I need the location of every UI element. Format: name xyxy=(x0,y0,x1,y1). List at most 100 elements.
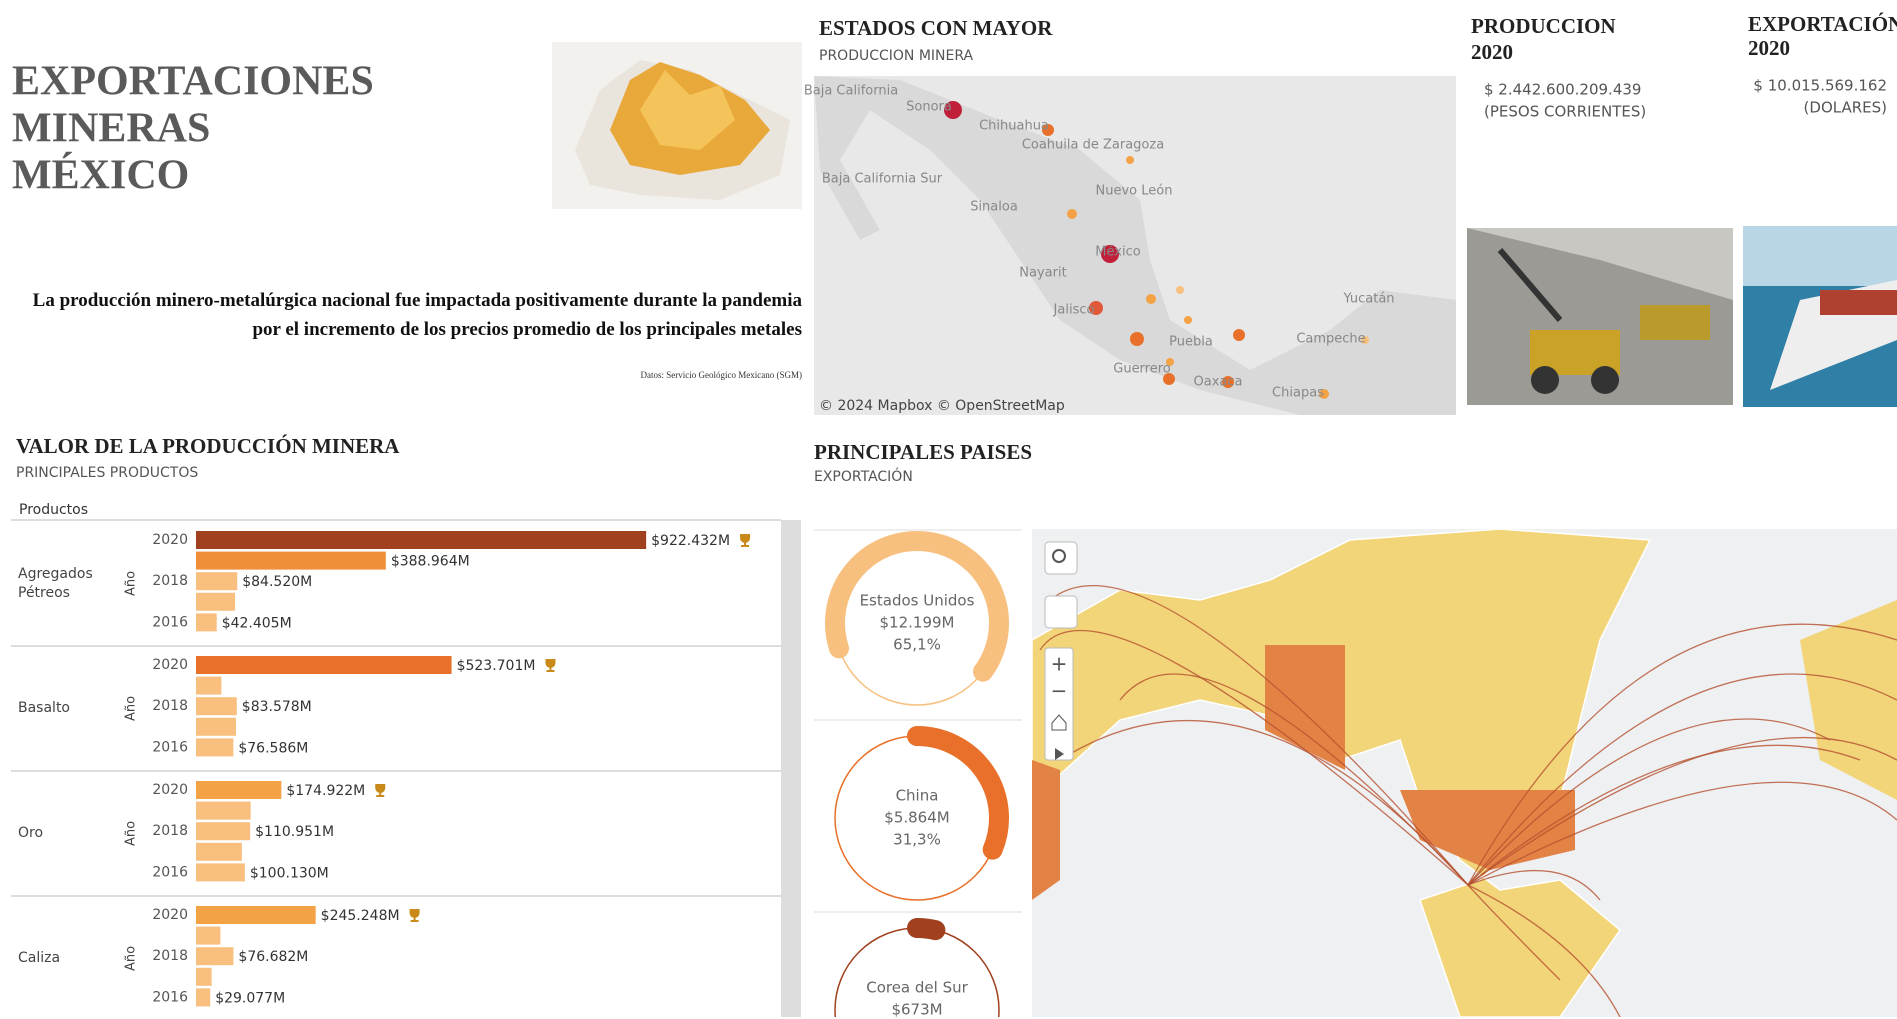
country-name: Corea del Sur xyxy=(866,979,968,997)
value-label: $245.248M xyxy=(321,908,400,924)
year-label: 2020 xyxy=(152,657,188,673)
bar xyxy=(196,551,386,570)
country-name: China xyxy=(896,787,939,805)
trade-route xyxy=(1467,884,1621,1017)
map-point xyxy=(1233,329,1245,341)
bar xyxy=(196,613,217,632)
value-label: $29.077M xyxy=(215,990,285,1006)
map-point xyxy=(1101,245,1119,263)
map-point xyxy=(1130,332,1144,346)
bar xyxy=(196,863,245,882)
description: La producción minero-metalúrgica naciona… xyxy=(32,290,802,340)
bar xyxy=(196,676,222,695)
kpi-unit: (DOLARES) xyxy=(1804,99,1887,117)
year-label: 2016 xyxy=(152,989,188,1005)
value-label: $922.432M xyxy=(651,533,730,549)
country-amount: $5.864M xyxy=(884,809,949,827)
map-label: Baja California Sur xyxy=(822,172,943,187)
trade-route xyxy=(1049,585,1469,886)
trade-route xyxy=(1467,744,1861,886)
kpi-title: EXPORTACIÓN xyxy=(1748,12,1897,36)
ship-image xyxy=(1743,226,1897,407)
value-label: $110.951M xyxy=(255,824,334,840)
year-label: 2016 xyxy=(152,864,188,880)
country-amount: $12.199M xyxy=(880,614,955,632)
world-map xyxy=(1031,528,1897,1017)
year-label: 2018 xyxy=(152,948,188,964)
kpi-value: $ 10.015.569.162 xyxy=(1753,77,1887,95)
trophy-icon xyxy=(375,784,386,797)
year-axis-label: Año xyxy=(124,696,139,721)
kpi-title: PRODUCCION xyxy=(1471,14,1616,38)
year-label: 2020 xyxy=(152,907,188,923)
svg-text:+: + xyxy=(1051,652,1068,676)
bar xyxy=(196,697,237,716)
map-point xyxy=(1184,316,1192,324)
map-point xyxy=(1361,336,1369,344)
map-point xyxy=(1067,209,1077,219)
trade-route xyxy=(1467,870,1601,901)
trade-route xyxy=(1467,623,1897,886)
bar xyxy=(196,967,212,986)
value-label: $76.586M xyxy=(238,740,308,756)
map-label: México xyxy=(1095,245,1140,260)
product-label: Caliza xyxy=(18,950,61,966)
trade-route xyxy=(1119,673,1469,886)
source-note: Datos: Servicio Geológico Mexicano (SGM) xyxy=(641,370,802,380)
map-label: Sinaloa xyxy=(970,200,1018,215)
map-attribution: © 2024 Mapbox © OpenStreetMap xyxy=(819,398,1065,414)
map-point xyxy=(1146,294,1156,304)
value-label: $523.701M xyxy=(457,658,536,674)
main-title: MÉXICO xyxy=(12,152,189,199)
bar xyxy=(196,738,234,757)
bar xyxy=(196,947,234,966)
map-label: Puebla xyxy=(1169,335,1213,350)
kpi-value: $ 2.442.600.209.439 xyxy=(1484,81,1641,99)
map-point xyxy=(1176,286,1184,294)
kpi-title: 2020 xyxy=(1748,36,1790,60)
product-label: Oro xyxy=(18,825,44,841)
map-label: Chiapas xyxy=(1272,386,1324,401)
bar xyxy=(196,592,236,611)
map-label: Jalisco xyxy=(1053,303,1095,318)
year-label: 2020 xyxy=(152,782,188,798)
mining-image xyxy=(1467,228,1733,405)
map-point xyxy=(1222,376,1234,388)
year-axis-label: Año xyxy=(124,821,139,846)
trophy-icon xyxy=(740,534,751,547)
year-label: 2018 xyxy=(152,698,188,714)
section-title: PRINCIPALES PAISES xyxy=(814,440,1032,464)
bar xyxy=(196,572,238,591)
main-title: MINERAS xyxy=(12,106,210,152)
map-label: Baja California xyxy=(804,84,898,99)
value-label: $84.520M xyxy=(242,574,312,590)
value-label: $76.682M xyxy=(238,949,308,965)
year-label: 2016 xyxy=(152,614,188,630)
map-label: Chihuahua xyxy=(979,119,1049,134)
crystal-image xyxy=(552,42,802,209)
map-label: Nuevo León xyxy=(1096,184,1173,199)
bar xyxy=(196,801,251,820)
trophy-icon xyxy=(409,909,420,922)
map-point xyxy=(1163,373,1175,385)
map-label: Campeche xyxy=(1296,332,1365,347)
bar xyxy=(196,988,211,1007)
map-label: Nayarit xyxy=(1019,266,1066,281)
value-label: $83.578M xyxy=(242,699,312,715)
section-subtitle: PRINCIPALES PRODUCTOS xyxy=(16,465,198,481)
donut-arc xyxy=(825,531,1009,682)
trade-route xyxy=(1467,737,1897,886)
country-share: 65,1% xyxy=(893,636,941,654)
bar xyxy=(196,781,282,799)
scrollbar xyxy=(781,520,801,1017)
bar xyxy=(196,906,316,924)
map-land xyxy=(814,76,1456,415)
map-label: Yucatán xyxy=(1342,292,1394,307)
trade-route xyxy=(1467,718,1831,886)
map-controls[interactable]: + − xyxy=(1044,541,1078,761)
country-name: Estados Unidos xyxy=(860,592,975,610)
year-label: 2018 xyxy=(152,823,188,839)
map-point xyxy=(944,101,962,119)
